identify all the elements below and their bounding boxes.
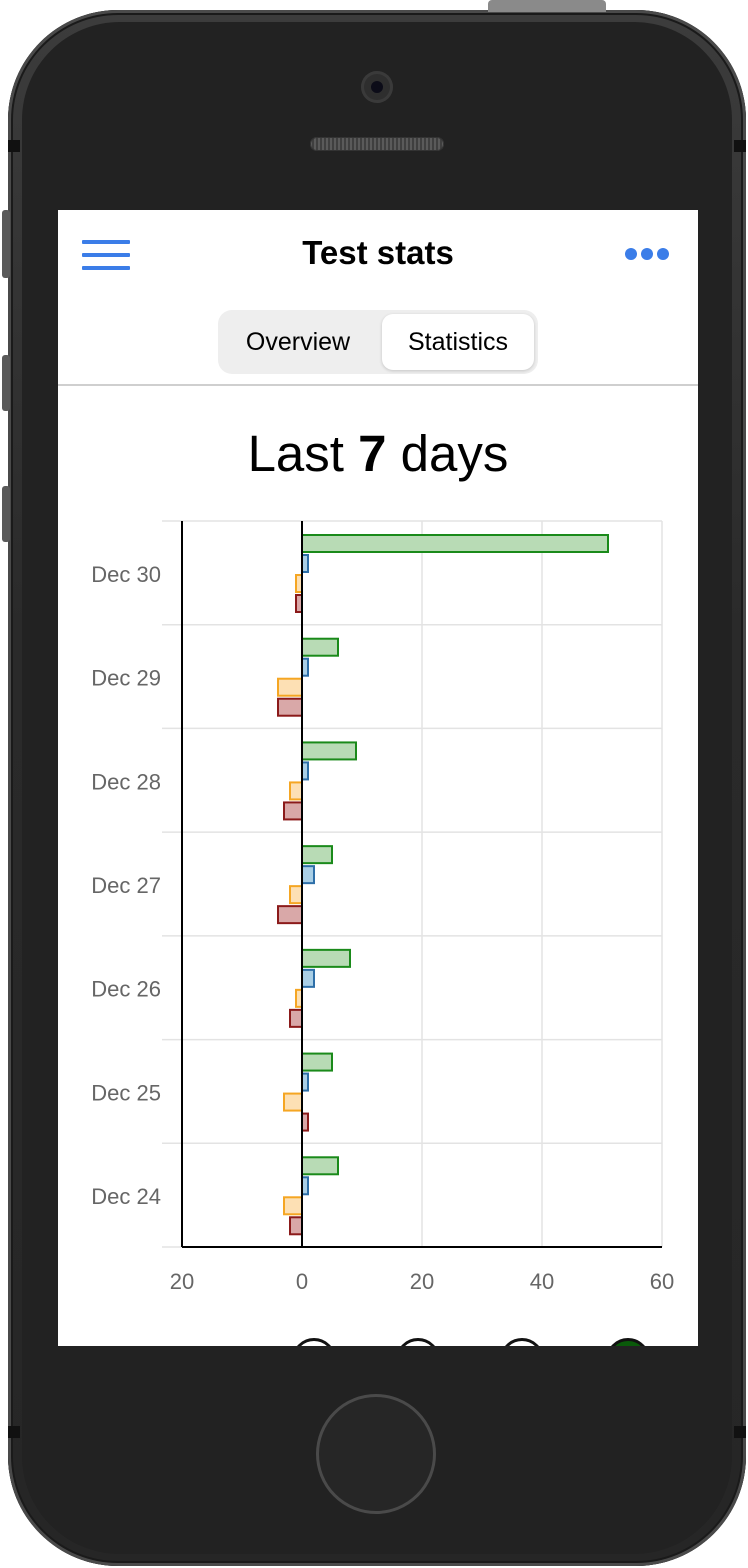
front-camera-icon (361, 71, 393, 103)
chart-bar (284, 1197, 302, 1214)
heading-days-count: 7 (358, 425, 386, 482)
chart-bar (284, 1094, 302, 1111)
segmented-control: Overview Statistics (218, 310, 538, 374)
chart-heading: Last 7 days (58, 424, 698, 483)
bar-chart: Dec 30 Dec 29 Dec 28 Dec 27 Dec 26 Dec 25 Dec … (58, 510, 698, 1310)
home-button[interactable] (316, 1394, 436, 1514)
category-label: Dec 27 (91, 873, 161, 898)
category-label: Dec 25 (91, 1080, 161, 1105)
chart-bar (302, 742, 356, 759)
nav-bar: Test stats (58, 210, 698, 296)
antenna-band (8, 1426, 20, 1438)
antenna-band (734, 140, 746, 152)
category-label: Dec 24 (91, 1184, 161, 1209)
antenna-band (8, 140, 20, 152)
antenna-band (734, 1426, 746, 1438)
chart-bar (278, 699, 302, 716)
category-label: Dec 29 (91, 666, 161, 691)
x-tick-label: 20 (170, 1269, 194, 1294)
heading-suffix: days (387, 425, 509, 482)
tab-statistics[interactable]: Statistics (382, 314, 534, 370)
category-label: Dec 26 (91, 977, 161, 1002)
partial-circle (500, 1338, 544, 1346)
chart-bar (302, 866, 314, 883)
partial-circle (292, 1338, 336, 1346)
partial-circle (396, 1338, 440, 1346)
chart-bar (290, 1217, 302, 1234)
footer-partial-row (58, 1338, 698, 1346)
more-dots-icon[interactable] (622, 246, 672, 262)
chart-bar (302, 535, 608, 552)
mute-switch (2, 210, 10, 278)
category-label: Dec 28 (91, 769, 161, 794)
earpiece-speaker (310, 137, 444, 151)
chart-bar (302, 970, 314, 987)
chart-bar (302, 1054, 332, 1071)
volume-down-button (2, 486, 10, 542)
chart-bar (290, 886, 302, 903)
chart-bar (278, 906, 302, 923)
partial-circle (606, 1338, 650, 1346)
chart-bar (302, 846, 332, 863)
x-tick-label: 20 (410, 1269, 434, 1294)
power-button (488, 0, 606, 12)
category-label: Dec 30 (91, 562, 161, 587)
chart-bar (290, 782, 302, 799)
chart-bar (302, 950, 350, 967)
x-tick-label: 40 (530, 1269, 554, 1294)
chart-bar (302, 639, 338, 656)
nav-divider (58, 384, 698, 386)
heading-prefix: Last (248, 425, 359, 482)
x-tick-label: 0 (296, 1269, 308, 1294)
tab-overview[interactable]: Overview (222, 314, 374, 370)
app-screen: Test stats Overview Statistics Last 7 da… (58, 210, 698, 1346)
chart-bar (284, 802, 302, 819)
page-title: Test stats (58, 234, 698, 272)
volume-up-button (2, 355, 10, 411)
chart-bar (278, 679, 302, 696)
chart-bar (302, 1157, 338, 1174)
chart-bar (290, 1010, 302, 1027)
x-tick-label: 60 (650, 1269, 674, 1294)
